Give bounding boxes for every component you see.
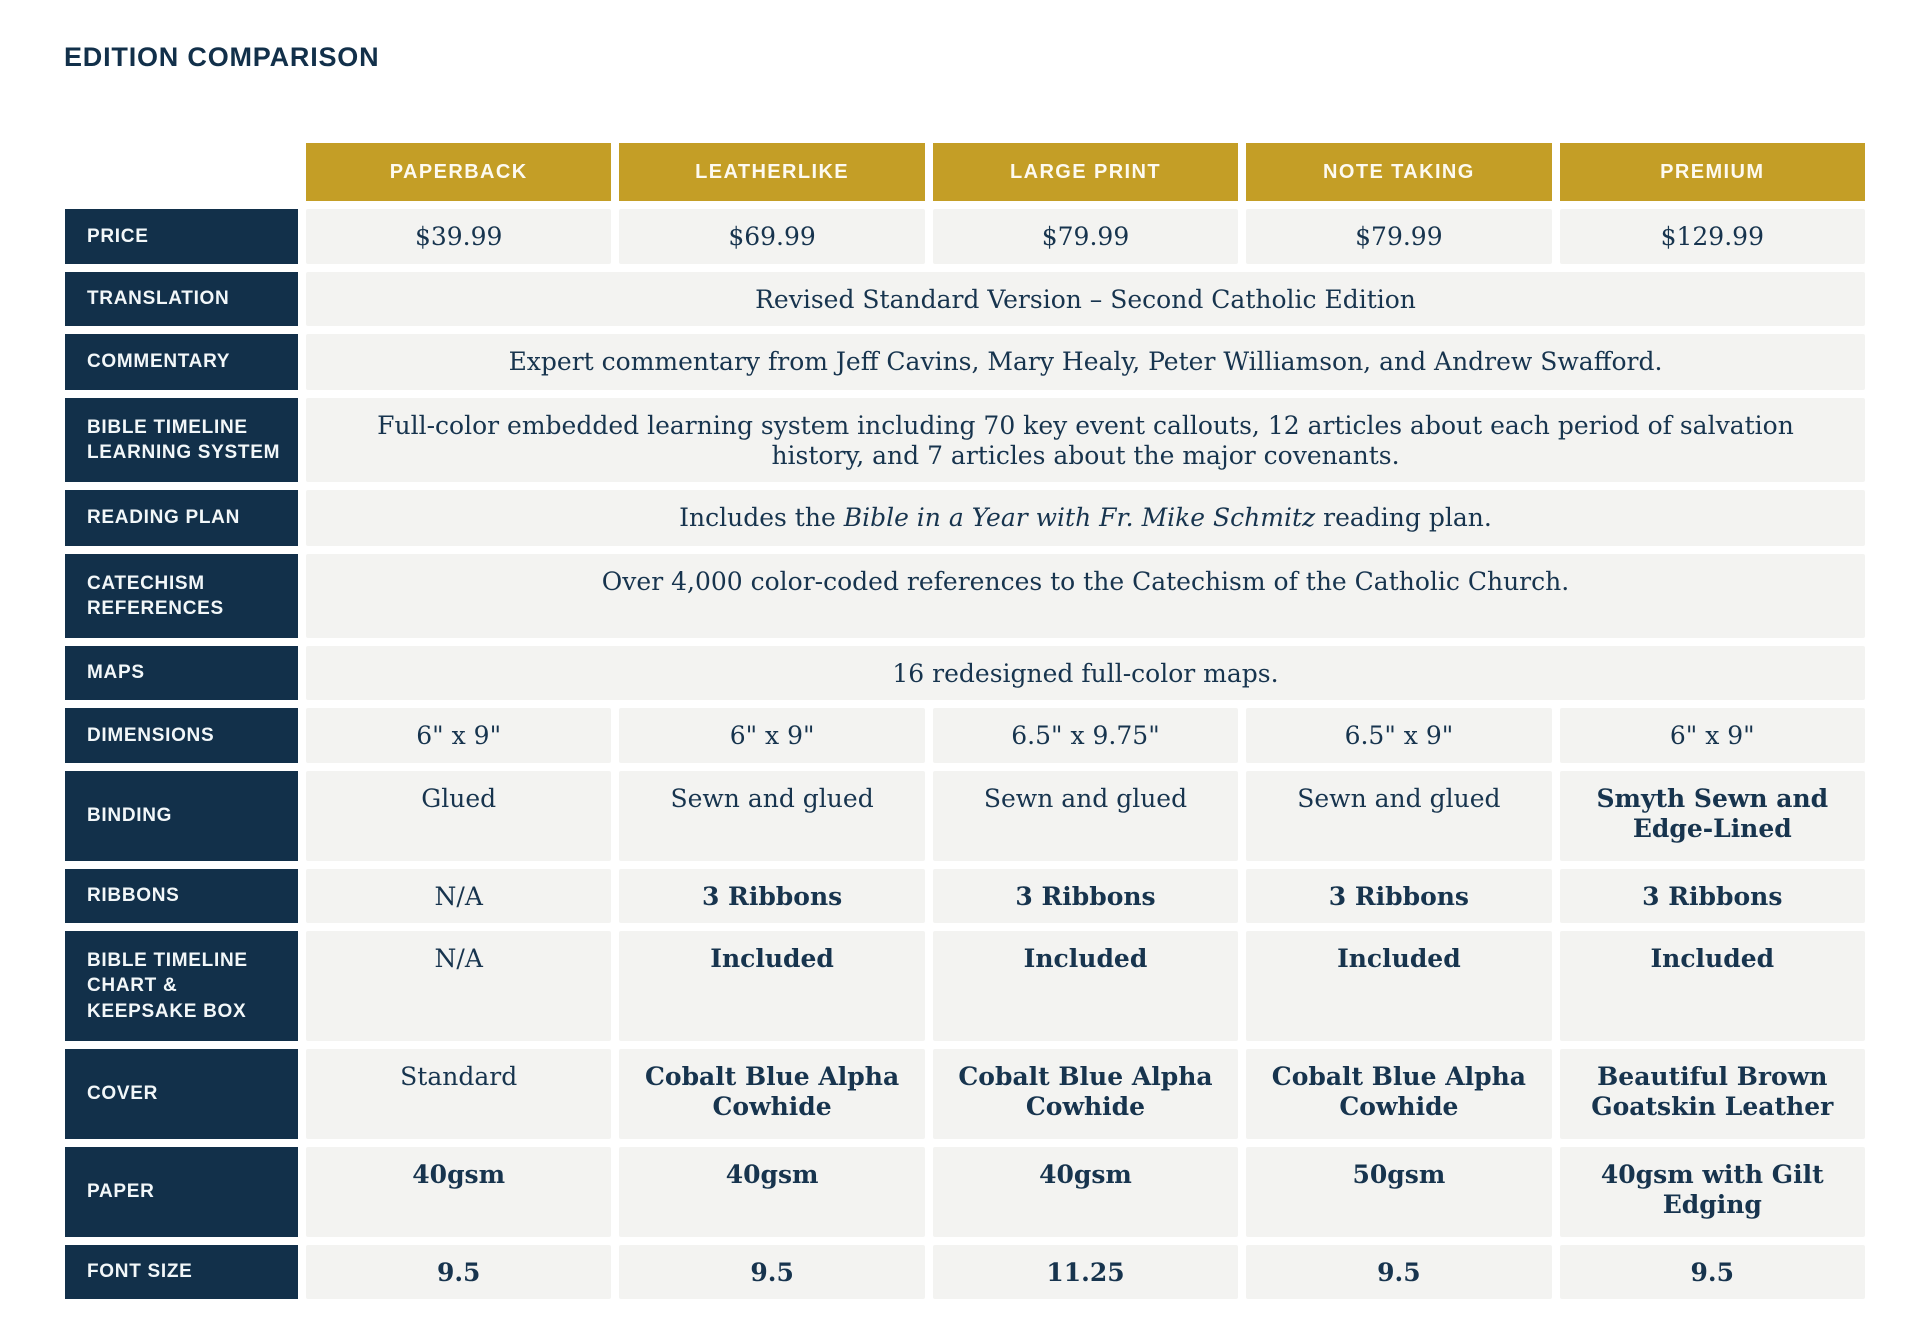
comparison-table: PAPERBACK LEATHERLIKE LARGE PRINT NOTE T… — [65, 143, 1865, 1299]
cell-translation-all: Revised Standard Version – Second Cathol… — [306, 272, 1865, 326]
row-label-keepsake-box: BIBLE TIMELINE CHART & KEEPSAKE BOX — [65, 931, 298, 1041]
reading-plan-text: Includes the Bible in a Year with Fr. Mi… — [679, 503, 1492, 532]
column-header-note-taking: NOTE TAKING — [1246, 143, 1552, 201]
cell-font-size-leatherlike: 9.5 — [619, 1245, 925, 1299]
row-label-font-size: FONT SIZE — [65, 1245, 298, 1299]
reading-plan-italic: Bible in a Year with Fr. Mike Schmitz — [843, 503, 1316, 532]
row-label-dimensions: DIMENSIONS — [65, 708, 298, 763]
row-label-commentary: COMMENTARY — [65, 334, 298, 390]
cell-cover-large-print: Cobalt Blue Alpha Cowhide — [932, 1049, 1239, 1139]
cell-maps-all: 16 redesigned full-color maps. — [306, 646, 1865, 700]
cell-keepsake-large-print: Included — [932, 931, 1239, 1041]
cell-dimensions-note-taking: 6.5" x 9" — [1246, 708, 1552, 763]
cell-binding-leatherlike: Sewn and glued — [619, 771, 925, 861]
cell-ribbons-paperback: N/A — [306, 869, 612, 923]
header-spacer — [65, 143, 298, 201]
page-title: EDITION COMPARISON — [64, 42, 380, 72]
cell-commentary-all: Expert commentary from Jeff Cavins, Mary… — [306, 334, 1865, 390]
row-label-ribbons: RIBBONS — [65, 869, 298, 923]
cell-reading-plan-all: Includes the Bible in a Year with Fr. Mi… — [306, 490, 1865, 546]
cell-ribbons-premium: 3 Ribbons — [1559, 869, 1865, 923]
cell-price-premium: $129.99 — [1559, 209, 1865, 264]
cell-binding-premium: Smyth Sewn and Edge-Lined — [1559, 771, 1865, 861]
row-label-catechism: CATECHISM REFERENCES — [65, 554, 298, 638]
cell-cover-paperback: Standard — [306, 1049, 612, 1139]
cell-cover-leatherlike: Cobalt Blue Alpha Cowhide — [619, 1049, 925, 1139]
cell-paper-note-taking: 50gsm — [1246, 1147, 1552, 1237]
cell-paper-premium: 40gsm with Gilt Edging — [1559, 1147, 1865, 1237]
cell-paper-large-print: 40gsm — [932, 1147, 1239, 1237]
cell-font-size-paperback: 9.5 — [306, 1245, 612, 1299]
cell-dimensions-premium: 6" x 9" — [1559, 708, 1865, 763]
column-header-paperback: PAPERBACK — [306, 143, 612, 201]
cell-binding-large-print: Sewn and glued — [932, 771, 1239, 861]
cell-font-size-large-print: 11.25 — [932, 1245, 1239, 1299]
cell-dimensions-paperback: 6" x 9" — [306, 708, 612, 763]
cell-paper-paperback: 40gsm — [306, 1147, 612, 1237]
cell-price-leatherlike: $69.99 — [619, 209, 925, 264]
cell-catechism-all: Over 4,000 color-coded references to the… — [306, 554, 1865, 638]
cell-price-large-print: $79.99 — [932, 209, 1239, 264]
cell-paper-leatherlike: 40gsm — [619, 1147, 925, 1237]
row-label-maps: MAPS — [65, 646, 298, 700]
cell-binding-note-taking: Sewn and glued — [1246, 771, 1552, 861]
cell-ribbons-large-print: 3 Ribbons — [932, 869, 1239, 923]
row-label-reading-plan: READING PLAN — [65, 490, 298, 546]
row-label-binding: BINDING — [65, 771, 298, 861]
cell-font-size-note-taking: 9.5 — [1246, 1245, 1552, 1299]
column-header-large-print: LARGE PRINT — [932, 143, 1239, 201]
cell-cover-note-taking: Cobalt Blue Alpha Cowhide — [1246, 1049, 1552, 1139]
row-label-price: PRICE — [65, 209, 298, 264]
cell-dimensions-leatherlike: 6" x 9" — [619, 708, 925, 763]
row-label-cover: COVER — [65, 1049, 298, 1139]
cell-price-paperback: $39.99 — [306, 209, 612, 264]
cell-keepsake-leatherlike: Included — [619, 931, 925, 1041]
cell-font-size-premium: 9.5 — [1559, 1245, 1865, 1299]
column-header-leatherlike: LEATHERLIKE — [619, 143, 925, 201]
cell-timeline-system-all: Full-color embedded learning system incl… — [306, 398, 1865, 482]
cell-keepsake-note-taking: Included — [1246, 931, 1552, 1041]
row-label-translation: TRANSLATION — [65, 272, 298, 326]
cell-cover-premium: Beautiful Brown Goatskin Leather — [1559, 1049, 1865, 1139]
cell-ribbons-leatherlike: 3 Ribbons — [619, 869, 925, 923]
cell-keepsake-paperback: N/A — [306, 931, 612, 1041]
cell-price-note-taking: $79.99 — [1246, 209, 1552, 264]
cell-binding-paperback: Glued — [306, 771, 612, 861]
row-label-timeline-system: BIBLE TIMELINE LEARNING SYSTEM — [65, 398, 298, 482]
cell-keepsake-premium: Included — [1559, 931, 1865, 1041]
cell-dimensions-large-print: 6.5" x 9.75" — [932, 708, 1239, 763]
row-label-paper: PAPER — [65, 1147, 298, 1237]
cell-ribbons-note-taking: 3 Ribbons — [1246, 869, 1552, 923]
column-header-premium: PREMIUM — [1559, 143, 1865, 201]
